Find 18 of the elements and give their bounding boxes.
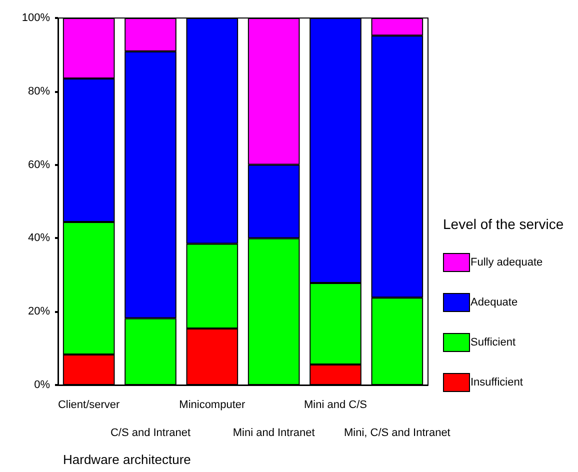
x-axis-title: Hardware architecture: [63, 452, 191, 467]
y-tick-label: 0%: [34, 379, 50, 391]
x-tick-label: C/S and Intranet: [110, 427, 191, 439]
y-tick-label: 20%: [28, 306, 50, 318]
x-tick-label: Client/server: [58, 399, 120, 411]
y-tick-label: 60%: [28, 158, 50, 171]
y-tick-label: 80%: [28, 85, 50, 98]
x-tick-label: Minicomputer: [179, 399, 246, 411]
legend-title: Level of the service: [443, 216, 564, 232]
x-tick-label: Mini and Intranet: [232, 427, 315, 439]
legend-label: Sufficient: [470, 336, 516, 348]
legend-label: Fully adequate: [470, 256, 543, 268]
x-tick-label: Mini and C/S: [304, 399, 367, 411]
legend-label: Insufficient: [470, 376, 523, 388]
x-tick-label: Mini, C/S and Intranet: [344, 427, 450, 439]
y-tick-label: 40%: [28, 232, 50, 244]
legend-label: Adequate: [470, 296, 518, 308]
y-tick-label: 100%: [22, 12, 50, 24]
